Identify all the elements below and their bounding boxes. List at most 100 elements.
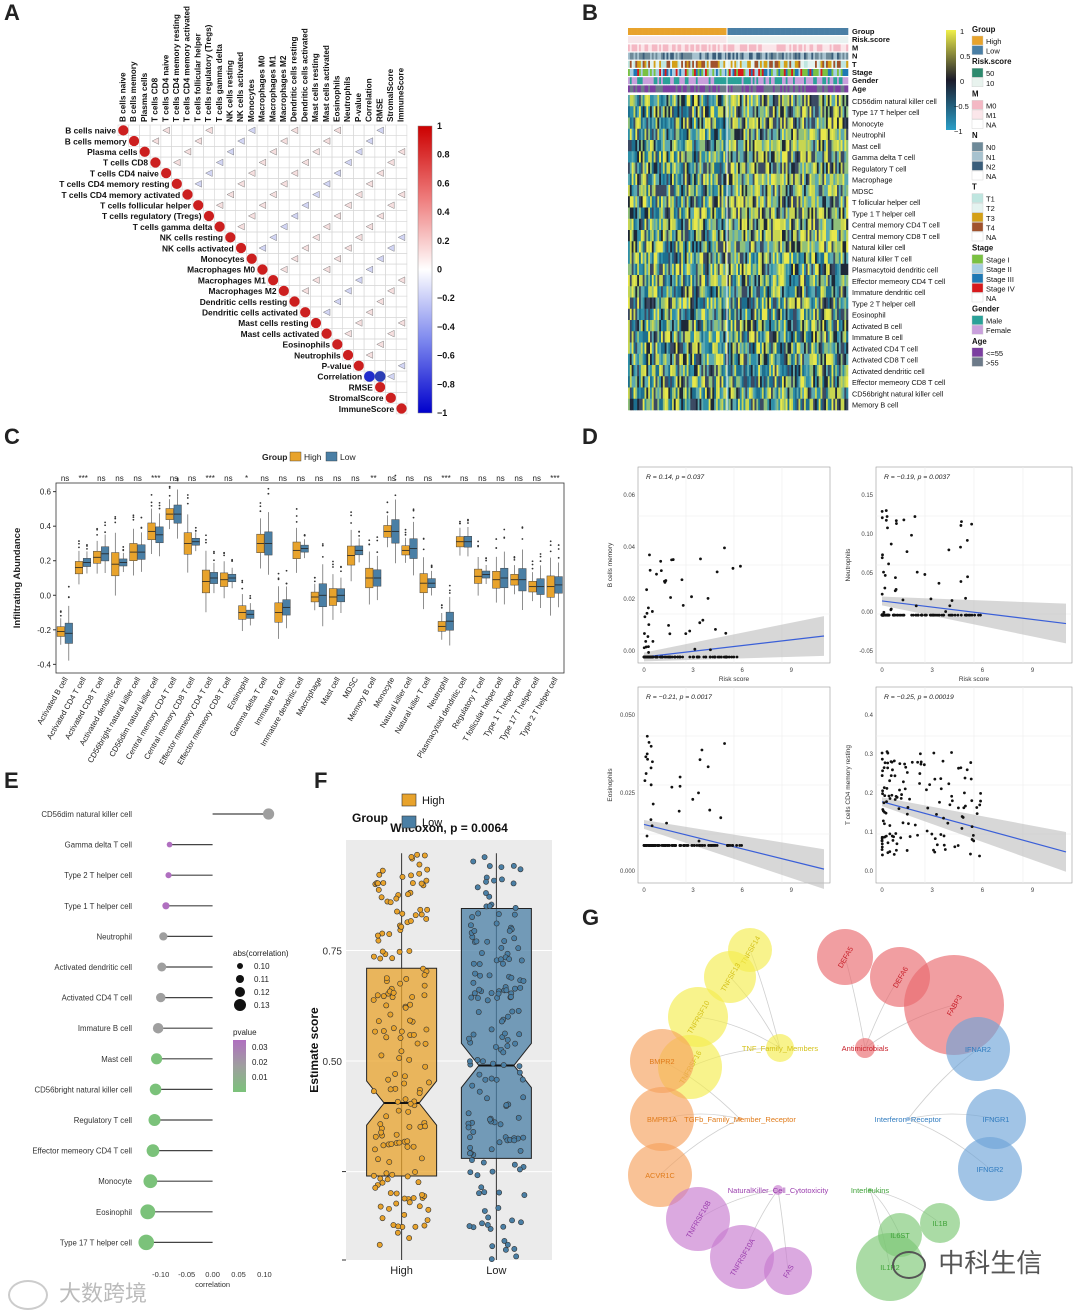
heatmap-cell	[736, 219, 738, 231]
heatmap-cell	[681, 106, 683, 118]
heatmap-cell	[632, 196, 634, 208]
annotation-cell	[731, 53, 733, 60]
annotation-cell	[670, 36, 672, 43]
annotation-cell	[844, 44, 846, 51]
heatmap-cell	[769, 253, 771, 265]
annotation-cell	[764, 53, 766, 60]
annotation-cell	[740, 77, 742, 84]
heatmap-cell	[729, 343, 731, 355]
matrix-cell	[257, 211, 268, 222]
heatmap-cell	[793, 106, 795, 118]
heatmap-cell	[720, 320, 722, 332]
heatmap-cell	[766, 163, 768, 175]
heatmap-cell	[689, 376, 691, 388]
heatmap-cell	[775, 219, 777, 231]
diag-circle	[332, 339, 342, 349]
heatmap-cell	[663, 140, 665, 152]
annotation-cell	[668, 61, 670, 68]
heatmap-cell	[817, 298, 819, 310]
annotation-cell	[731, 85, 733, 92]
heatmap-cell	[645, 219, 647, 231]
matrix-cell	[353, 243, 364, 254]
heatmap-cell	[712, 388, 714, 400]
heatmap-cell	[749, 185, 751, 197]
heatmap-cell	[821, 241, 823, 253]
annotation-cell	[778, 53, 780, 60]
heatmap-cell	[681, 208, 683, 220]
heatmap-cell	[689, 118, 691, 130]
annotation-cell	[751, 36, 753, 43]
annotation-cell	[657, 44, 659, 51]
heatmap-cell	[736, 354, 738, 366]
legend-swatch	[972, 36, 983, 45]
annotation-cell	[762, 85, 764, 92]
heatmap-cell	[745, 343, 747, 355]
heatmap-cell	[844, 196, 846, 208]
heatmap-cell	[670, 174, 672, 186]
heatmap-cell	[734, 354, 736, 366]
annotation-cell	[650, 28, 652, 35]
heatmap-cell	[817, 376, 819, 388]
heatmap-cell	[824, 309, 826, 321]
annotation-cell	[654, 28, 656, 35]
heatmap-cell	[659, 230, 661, 242]
heatmap-cell	[753, 253, 755, 265]
heatmap-cell	[799, 106, 801, 118]
heatmap-cell	[806, 399, 808, 411]
heatmap-cell	[828, 163, 830, 175]
heatmap-cell	[828, 174, 830, 186]
annotation-cell	[832, 44, 834, 51]
heatmap-cell	[679, 95, 681, 107]
heatmap-cell	[760, 275, 762, 287]
heatmap-cell	[766, 331, 768, 343]
annotation-cell	[718, 28, 720, 35]
heatmap-cell	[637, 95, 639, 107]
annotation-cell	[833, 36, 835, 43]
heatmap-cell	[806, 230, 808, 242]
heatmap-cell	[742, 298, 744, 310]
annotation-cell	[808, 53, 810, 60]
heatmap-cell	[665, 365, 667, 377]
heatmap-cell	[832, 309, 834, 321]
heatmap-cell	[635, 118, 637, 130]
annotation-cell	[703, 77, 705, 84]
heatmap-cell	[784, 253, 786, 265]
annotation-cell	[645, 69, 647, 76]
heatmap-cell	[830, 95, 832, 107]
matrix-cell	[353, 307, 364, 318]
annotation-cell	[822, 77, 824, 84]
annotation-cell	[813, 28, 815, 35]
annotation-cell	[632, 53, 634, 60]
matrix-cell	[204, 157, 215, 168]
heatmap-cell	[646, 275, 648, 287]
matrix-cell	[279, 146, 290, 157]
heatmap-cell	[652, 129, 654, 141]
heatmap-cell	[749, 106, 751, 118]
heatmap-cell	[632, 343, 634, 355]
heatmap-cell	[731, 331, 733, 343]
heatmap-cell	[656, 163, 658, 175]
heatmap-cell	[804, 208, 806, 220]
heatmap-cell	[692, 241, 694, 253]
heatmap-cell	[681, 95, 683, 107]
annotation-cell	[729, 36, 731, 43]
heatmap-cell	[749, 354, 751, 366]
heatmap-cell	[712, 219, 714, 231]
heatmap-cell	[760, 185, 762, 197]
matrix-cell	[396, 307, 407, 318]
heatmap-cell	[661, 151, 663, 163]
heatmap-cell	[830, 388, 832, 400]
heatmap-cell	[736, 388, 738, 400]
heatmap-cell	[661, 196, 663, 208]
heatmap-cell	[800, 286, 802, 298]
heatmap-cell	[835, 298, 837, 310]
matrix-cell	[172, 136, 183, 147]
heatmap-cell	[705, 365, 707, 377]
annotation-cell	[819, 44, 821, 51]
heatmap-cell	[685, 241, 687, 253]
heatmap-cell	[780, 365, 782, 377]
matrix-cell	[353, 296, 364, 307]
heatmap-cell	[683, 163, 685, 175]
corr-glyph	[248, 170, 255, 177]
matrix-cell	[332, 286, 343, 297]
